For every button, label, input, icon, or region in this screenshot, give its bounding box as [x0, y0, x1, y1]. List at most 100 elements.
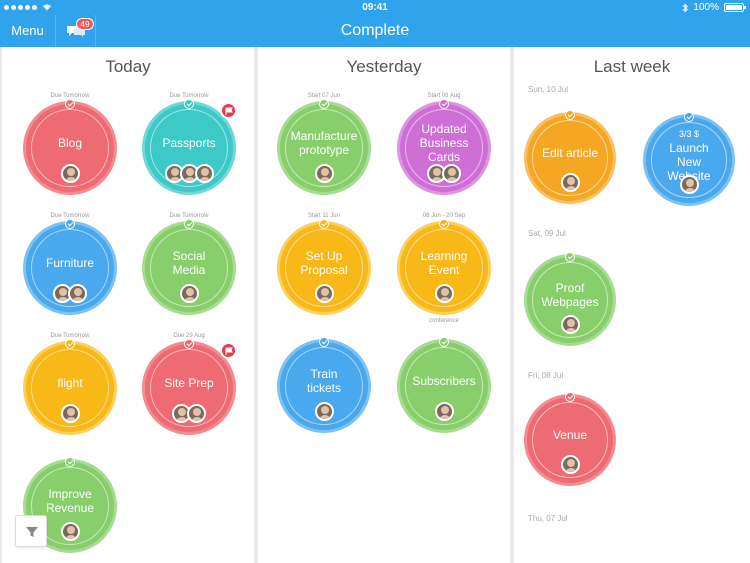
task-progress: 3/3 $: [678, 129, 700, 139]
check-icon: [319, 99, 329, 109]
avatar: [179, 164, 199, 183]
check-icon: [565, 110, 575, 120]
task-caption: Due Tomorrow: [169, 213, 209, 219]
check-icon: [439, 219, 449, 229]
task-caption: Due 29 Aug: [173, 333, 205, 339]
task-bubble[interactable]: Due 29 Aug Site Prep: [145, 333, 237, 432]
check-icon: [184, 339, 194, 349]
task-label: Learning Event: [420, 249, 468, 277]
task-label: Subscribers: [412, 374, 476, 388]
battery-icon: [724, 3, 746, 12]
chat-icon: [67, 26, 85, 37]
avatar: [560, 173, 580, 192]
task-label: Venue: [552, 428, 588, 442]
avatar: [560, 455, 580, 474]
date-label: Sun, 10 Jul: [528, 85, 569, 94]
task-bubble[interactable]: Due Tomorrow Passports: [145, 93, 237, 192]
chat-badge: 49: [76, 18, 94, 30]
task-label: Passports: [162, 136, 216, 150]
task-bubble[interactable]: Subscribers: [400, 337, 488, 430]
status-time: 09:41: [362, 2, 388, 13]
task-label: Site Prep: [164, 376, 214, 390]
task-bubble[interactable]: 08 Jun - 20 Sep Learning Event conferenc…: [400, 213, 488, 324]
check-icon: [439, 337, 449, 347]
check-icon: [184, 219, 194, 229]
task-caption: Due Tomorrow: [50, 213, 90, 219]
check-icon: [65, 99, 75, 109]
column-yesterday: Yesterday Start 07 Jun Manufacture proto…: [258, 47, 510, 563]
avatar: [68, 284, 87, 303]
task-label: Improve Revenue: [45, 487, 95, 515]
task-bubble[interactable]: Start 11 Jun Set Up Proposal: [280, 213, 368, 312]
task-bubble[interactable]: Edit article: [527, 110, 613, 201]
avatar: [60, 404, 80, 423]
task-label: Train tickets: [306, 367, 341, 395]
signal-icon: [4, 3, 52, 11]
task-caption: Due Tomorrow: [50, 333, 90, 339]
task-label: Updated Business Cards: [419, 122, 469, 164]
task-label: Blog: [57, 136, 83, 150]
task-bubble[interactable]: Venue: [527, 392, 613, 483]
task-bubble[interactable]: Due Tomorrow Social Media: [145, 213, 233, 312]
check-icon: [65, 219, 75, 229]
check-icon: [684, 112, 694, 122]
filter-icon: [26, 527, 38, 537]
avatar: [560, 315, 580, 334]
task-bubble[interactable]: Start 07 Jun Manufacture prototype: [280, 93, 368, 192]
avatar: [314, 402, 334, 421]
task-category: conference: [429, 318, 459, 324]
bluetooth-icon: [683, 2, 689, 13]
page-title: Complete: [340, 22, 410, 39]
task-caption: Start 08 Aug: [427, 93, 461, 99]
task-label: flight: [57, 376, 83, 390]
wifi-icon: [43, 4, 51, 11]
task-bubble[interactable]: Due Tomorrow flight: [26, 333, 114, 432]
date-label: Sat, 09 Jul: [528, 229, 566, 238]
task-label: Furniture: [45, 256, 95, 270]
task-bubble[interactable]: Due Tomorrow Furniture: [26, 213, 114, 312]
status-bar: 09:41 100%: [0, 0, 750, 15]
avatar: [60, 164, 80, 183]
check-icon: [565, 252, 575, 262]
column-title: Last week: [593, 57, 671, 76]
avatar: [187, 404, 206, 423]
avatar: [314, 164, 334, 183]
check-icon: [65, 339, 75, 349]
menu-button[interactable]: Menu: [0, 15, 56, 47]
task-label: Set Up Proposal: [300, 249, 348, 277]
task-bubble[interactable]: Proof Webpages: [527, 252, 613, 343]
task-caption: Due Tomorrow: [169, 93, 209, 99]
task-caption: Due Tomorrow: [50, 93, 90, 99]
date-label: Fri, 08 Jul: [528, 371, 564, 380]
avatar: [172, 404, 191, 423]
task-bubble[interactable]: Due Tomorrow Blog: [26, 93, 114, 192]
avatar: [60, 522, 80, 541]
task-label: Proof Webpages: [541, 281, 599, 309]
chat-button[interactable]: 49: [56, 15, 96, 47]
avatar: [314, 284, 334, 303]
check-icon: [439, 99, 449, 109]
task-caption: Start 11 Jun: [308, 213, 340, 219]
battery-percent: 100%: [693, 2, 719, 13]
date-label: Thu, 07 Jul: [528, 514, 568, 523]
check-icon: [319, 337, 329, 347]
filter-button[interactable]: [15, 515, 47, 547]
task-label: Social Media: [172, 249, 206, 277]
task-bubble[interactable]: Train tickets: [280, 337, 368, 430]
flag-icon[interactable]: [220, 102, 237, 119]
task-label-text: Launch New Website: [667, 141, 710, 183]
task-label: Edit article: [541, 146, 599, 160]
avatar: [194, 164, 214, 183]
task-caption: 08 Jun - 20 Sep: [422, 213, 466, 219]
avatar: [434, 402, 454, 421]
check-icon: [65, 457, 75, 467]
column-today: Today Due Tomorrow Blog Due Tomorrow Pas…: [2, 47, 254, 563]
flag-icon[interactable]: [220, 342, 237, 359]
column-title: Yesterday: [346, 57, 422, 76]
task-bubble[interactable]: 3/3 $ Launch New Website: [646, 112, 732, 203]
check-icon: [184, 99, 194, 109]
task-bubble[interactable]: Start 08 Aug Updated Business Cards: [400, 93, 488, 192]
column-title: Today: [105, 57, 151, 76]
task-caption: Start 07 Jun: [307, 93, 341, 99]
task-label: Manufacture prototype: [290, 129, 358, 157]
